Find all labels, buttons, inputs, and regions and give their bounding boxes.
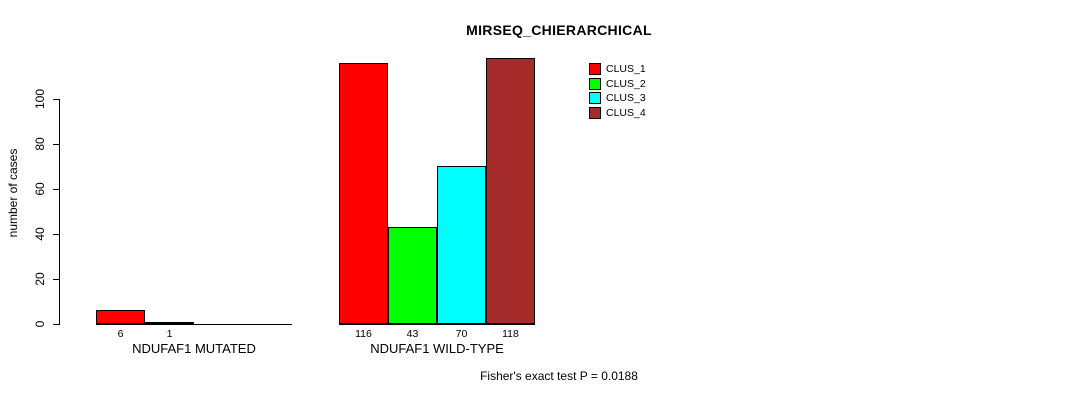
bar-value-label: 116 <box>355 328 372 340</box>
y-tick-mark <box>53 234 59 235</box>
legend-swatch-icon <box>589 92 601 104</box>
legend-swatch-icon <box>589 63 601 75</box>
bar-value-label: 118 <box>502 328 519 340</box>
category-label: NDUFAF1 MUTATED <box>132 341 256 356</box>
bar-clus_3-2 <box>437 166 486 324</box>
group-baseline <box>96 324 292 325</box>
legend-item-label: CLUS_2 <box>606 77 646 90</box>
legend-item-label: CLUS_1 <box>606 63 646 75</box>
bar-clus_1-2 <box>339 63 388 324</box>
y-tick-mark <box>53 189 59 190</box>
y-tick-label: 40 <box>33 227 47 241</box>
bar-value-label: 1 <box>166 328 173 340</box>
legend-item-clus_2: CLUS_2 <box>589 77 646 90</box>
y-tick-label: 0 <box>33 320 47 328</box>
bar-value-label: 6 <box>117 328 124 340</box>
bar-clus_2-1 <box>145 322 194 324</box>
bar-clus_4-2 <box>486 58 535 324</box>
bar-value-label: 70 <box>455 328 468 340</box>
legend-swatch-icon <box>589 77 601 90</box>
legend-item-label: CLUS_4 <box>606 106 646 119</box>
bar-clus_2-2 <box>388 227 437 324</box>
y-tick-label: 60 <box>33 182 47 196</box>
legend-item-clus_4: CLUS_4 <box>589 106 646 119</box>
y-tick-label: 100 <box>33 88 47 110</box>
legend-item-clus_3: CLUS_3 <box>589 92 646 104</box>
category-label: NDUFAF1 WILD-TYPE <box>370 341 504 356</box>
group-baseline <box>339 324 535 325</box>
bar-value-label: 43 <box>406 328 419 340</box>
y-tick-label: 20 <box>33 272 47 286</box>
stat-annotation: Fisher's exact test P = 0.0188 <box>480 369 638 383</box>
y-tick-mark <box>53 99 59 100</box>
legend: CLUS_1 CLUS_2 CLUS_3 CLUS_4 <box>589 63 646 121</box>
legend-item-clus_1: CLUS_1 <box>589 63 646 75</box>
y-tick-mark <box>53 279 59 280</box>
y-tick-mark <box>53 144 59 145</box>
legend-swatch-icon <box>589 106 601 119</box>
y-axis-line <box>59 99 60 325</box>
chart-title: MIRSEQ_CHIERARCHICAL <box>466 22 652 38</box>
y-axis-label: number of cases <box>6 148 20 238</box>
y-tick-label: 80 <box>33 137 47 151</box>
legend-item-label: CLUS_3 <box>606 92 646 104</box>
bar-clus_1-1 <box>96 310 145 324</box>
y-tick-mark <box>53 324 59 325</box>
